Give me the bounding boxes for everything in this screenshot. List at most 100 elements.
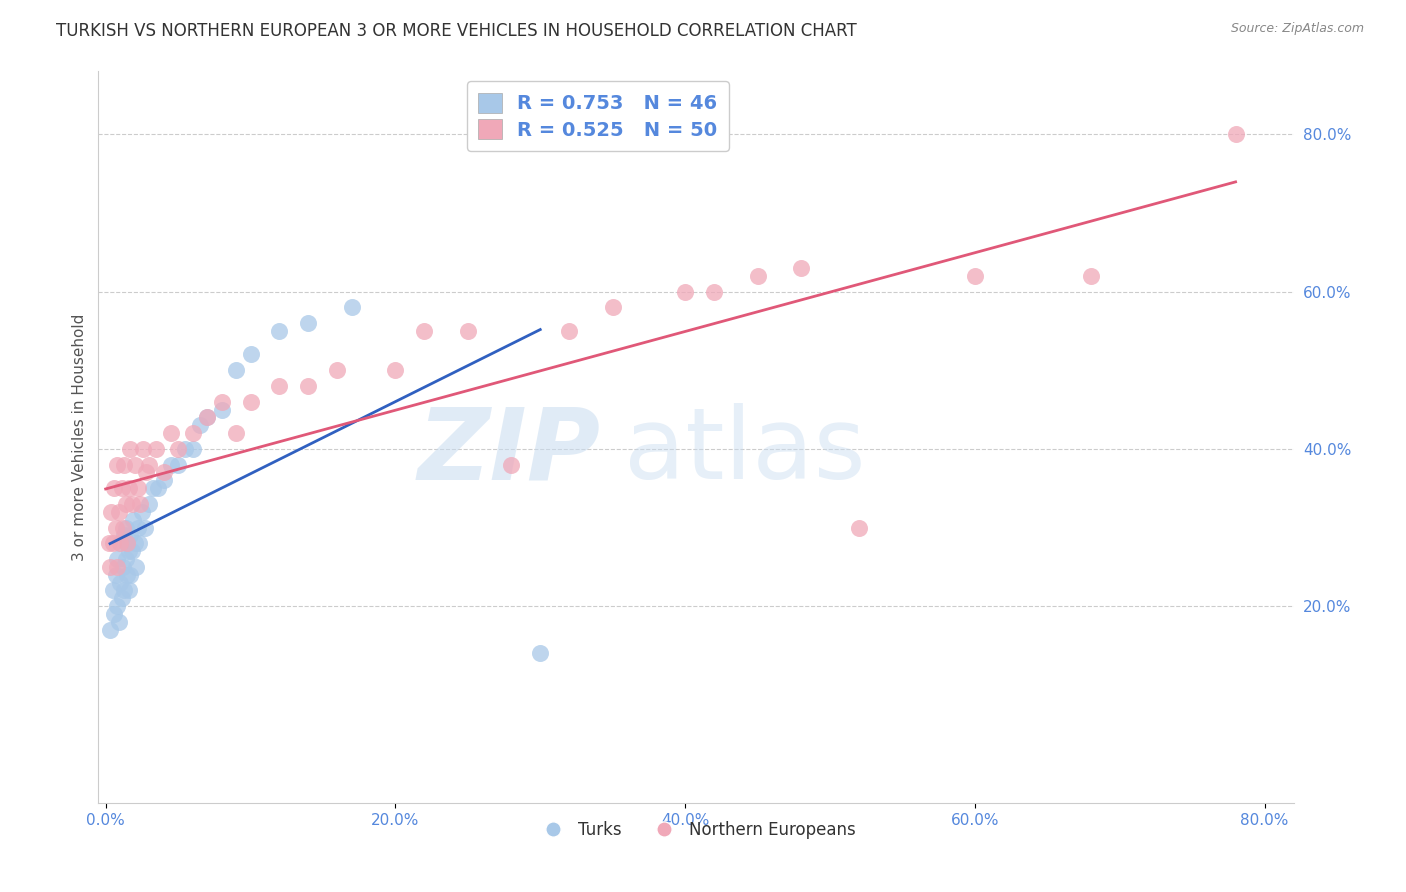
Point [114, 458, 136, 472]
Point [107, 505, 129, 519]
Y-axis label: 3 or more Vehicles in Household: 3 or more Vehicles in Household [72, 313, 87, 561]
Point [115, 520, 138, 534]
Point [142, 481, 165, 495]
Point [101, 583, 124, 598]
Point [105, 599, 128, 614]
Point [118, 481, 141, 495]
Point [108, 575, 131, 590]
Point [174, 442, 197, 456]
Point [124, 536, 146, 550]
Point [120, 567, 142, 582]
Point [138, 497, 160, 511]
Point [297, 316, 319, 330]
Point [239, 347, 262, 361]
Point [326, 363, 349, 377]
Point [118, 544, 141, 558]
Point [269, 379, 291, 393]
Point [125, 559, 148, 574]
Point [115, 497, 138, 511]
Point [103, 481, 125, 495]
Point [152, 466, 174, 480]
Point [131, 505, 153, 519]
Point [107, 615, 129, 629]
Point [167, 442, 190, 456]
Point [211, 394, 233, 409]
Point [1080, 268, 1102, 283]
Point [112, 559, 135, 574]
Point [848, 520, 870, 534]
Point [101, 536, 124, 550]
Point [457, 324, 479, 338]
Point [105, 552, 128, 566]
Point [104, 520, 127, 534]
Point [558, 324, 581, 338]
Point [110, 591, 132, 606]
Point [105, 559, 128, 574]
Point [103, 607, 125, 621]
Point [117, 536, 139, 550]
Point [97, 536, 120, 550]
Point [108, 536, 131, 550]
Point [132, 442, 155, 456]
Point [1225, 128, 1247, 142]
Point [145, 442, 167, 456]
Point [120, 528, 142, 542]
Point [188, 418, 211, 433]
Point [211, 402, 233, 417]
Point [108, 536, 131, 550]
Point [146, 481, 169, 495]
Point [121, 544, 143, 558]
Text: Source: ZipAtlas.com: Source: ZipAtlas.com [1230, 22, 1364, 36]
Point [747, 268, 769, 283]
Point [98, 559, 121, 574]
Point [135, 466, 157, 480]
Point [120, 442, 142, 456]
Point [195, 410, 218, 425]
Point [127, 520, 149, 534]
Point [413, 324, 436, 338]
Point [138, 458, 160, 472]
Point [117, 536, 139, 550]
Point [602, 301, 624, 315]
Text: ZIP: ZIP [418, 403, 600, 500]
Point [239, 394, 262, 409]
Point [122, 513, 145, 527]
Point [134, 520, 156, 534]
Point [115, 552, 138, 566]
Point [790, 260, 813, 275]
Point [501, 458, 523, 472]
Point [160, 426, 183, 441]
Point [195, 410, 218, 425]
Text: atlas: atlas [624, 403, 866, 500]
Legend: Turks, Northern Europeans: Turks, Northern Europeans [530, 814, 862, 846]
Point [100, 505, 122, 519]
Point [121, 497, 143, 511]
Point [181, 442, 204, 456]
Point [114, 583, 136, 598]
Point [128, 536, 150, 550]
Text: TURKISH VS NORTHERN EUROPEAN 3 OR MORE VEHICLES IN HOUSEHOLD CORRELATION CHART: TURKISH VS NORTHERN EUROPEAN 3 OR MORE V… [56, 22, 858, 40]
Point [152, 473, 174, 487]
Point [112, 520, 135, 534]
Point [167, 458, 190, 472]
Point [110, 481, 132, 495]
Point [225, 363, 247, 377]
Point [124, 458, 146, 472]
Point [297, 379, 319, 393]
Point [225, 426, 247, 441]
Point [269, 324, 291, 338]
Point [114, 528, 136, 542]
Point [384, 363, 406, 377]
Point [340, 301, 363, 315]
Point [127, 481, 149, 495]
Point [181, 426, 204, 441]
Point [118, 583, 141, 598]
Point [703, 285, 725, 299]
Point [673, 285, 696, 299]
Point [105, 458, 128, 472]
Point [98, 623, 121, 637]
Point [160, 458, 183, 472]
Point [529, 646, 551, 660]
Point [117, 567, 139, 582]
Point [104, 567, 127, 582]
